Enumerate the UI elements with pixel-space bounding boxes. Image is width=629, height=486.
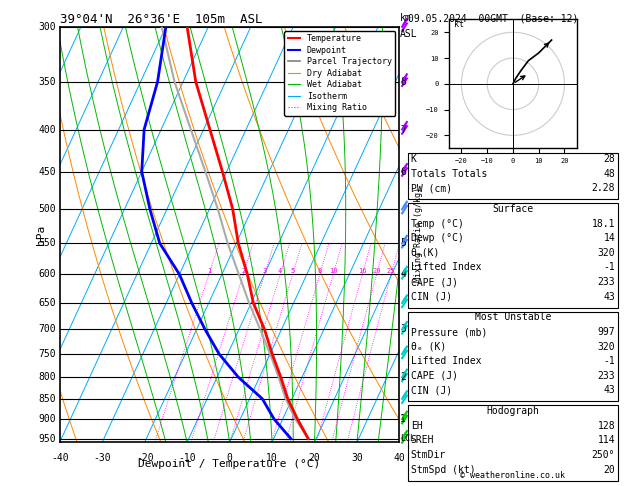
Text: hPa: hPa	[36, 225, 46, 244]
Text: K: K	[411, 154, 416, 164]
Text: 7: 7	[400, 124, 406, 135]
Text: 14: 14	[603, 233, 615, 243]
Text: 39°04'N  26°36'E  105m  ASL: 39°04'N 26°36'E 105m ASL	[60, 13, 262, 26]
Text: ASL: ASL	[400, 29, 418, 39]
Text: 16: 16	[358, 268, 367, 275]
Text: 3: 3	[262, 268, 267, 275]
Text: 250°: 250°	[592, 450, 615, 460]
Text: 1: 1	[207, 268, 211, 275]
Text: 320: 320	[598, 342, 615, 352]
Text: 997: 997	[598, 327, 615, 337]
Text: StmDir: StmDir	[411, 450, 446, 460]
Text: Pressure (mb): Pressure (mb)	[411, 327, 487, 337]
Text: 5: 5	[291, 268, 295, 275]
Text: 600: 600	[39, 269, 57, 279]
Text: 20: 20	[309, 452, 320, 463]
Text: 320: 320	[598, 248, 615, 258]
Text: -10: -10	[178, 452, 196, 463]
Text: © weatheronline.co.uk: © weatheronline.co.uk	[460, 471, 565, 480]
Text: 750: 750	[39, 349, 57, 359]
Text: 09.05.2024  00GMT  (Base: 12): 09.05.2024 00GMT (Base: 12)	[408, 13, 578, 23]
Text: km: km	[400, 13, 412, 22]
Text: Totals Totals: Totals Totals	[411, 169, 487, 179]
Text: Surface: Surface	[493, 204, 533, 214]
Text: 900: 900	[39, 414, 57, 424]
Text: 650: 650	[39, 298, 57, 308]
Text: 800: 800	[39, 372, 57, 382]
Text: 0: 0	[226, 452, 233, 463]
Text: 28: 28	[603, 154, 615, 164]
Text: 350: 350	[39, 77, 57, 87]
Text: Temp (°C): Temp (°C)	[411, 219, 464, 229]
Text: StmSpd (kt): StmSpd (kt)	[411, 465, 476, 475]
Text: -30: -30	[93, 452, 111, 463]
Text: 43: 43	[603, 385, 615, 396]
Text: 1: 1	[400, 414, 406, 424]
Text: 30: 30	[351, 452, 363, 463]
Text: -1: -1	[603, 262, 615, 273]
Text: 25: 25	[387, 268, 396, 275]
Text: 48: 48	[603, 169, 615, 179]
Text: SREH: SREH	[411, 435, 434, 446]
Text: 43: 43	[603, 292, 615, 302]
Text: 850: 850	[39, 394, 57, 404]
Text: 300: 300	[39, 22, 57, 32]
Text: CIN (J): CIN (J)	[411, 385, 452, 396]
Text: 450: 450	[39, 167, 57, 176]
Text: θₑ(K): θₑ(K)	[411, 248, 440, 258]
Text: 233: 233	[598, 371, 615, 381]
Text: Mixing Ratio (g/kg): Mixing Ratio (g/kg)	[414, 187, 423, 282]
Text: Most Unstable: Most Unstable	[475, 312, 551, 323]
Text: 3: 3	[400, 325, 406, 334]
Text: Dewp (°C): Dewp (°C)	[411, 233, 464, 243]
Text: 4: 4	[278, 268, 282, 275]
Text: CIN (J): CIN (J)	[411, 292, 452, 302]
Text: 400: 400	[39, 124, 57, 135]
Text: θₑ (K): θₑ (K)	[411, 342, 446, 352]
Text: 20: 20	[603, 465, 615, 475]
Text: 8: 8	[318, 268, 322, 275]
Text: 2: 2	[241, 268, 245, 275]
Text: EH: EH	[411, 421, 423, 431]
Text: -40: -40	[51, 452, 69, 463]
Text: PW (cm): PW (cm)	[411, 183, 452, 193]
Text: 10: 10	[329, 268, 338, 275]
Text: -1: -1	[603, 356, 615, 366]
Text: 114: 114	[598, 435, 615, 446]
Text: 40: 40	[394, 452, 405, 463]
Text: 8: 8	[400, 77, 406, 87]
Text: Lifted Index: Lifted Index	[411, 262, 481, 273]
Text: 233: 233	[598, 277, 615, 287]
Text: LCL: LCL	[400, 434, 415, 443]
Text: 550: 550	[39, 238, 57, 248]
Text: 10: 10	[266, 452, 278, 463]
Text: Hodograph: Hodograph	[486, 406, 540, 417]
Text: CAPE (J): CAPE (J)	[411, 277, 458, 287]
Text: 5: 5	[400, 238, 406, 248]
Text: 6: 6	[400, 167, 406, 176]
Text: -20: -20	[136, 452, 153, 463]
Text: 4: 4	[400, 269, 406, 279]
Text: 2: 2	[400, 372, 406, 382]
Text: kt: kt	[454, 20, 464, 29]
Text: 950: 950	[39, 434, 57, 444]
Text: 18.1: 18.1	[592, 219, 615, 229]
Text: Lifted Index: Lifted Index	[411, 356, 481, 366]
Text: 700: 700	[39, 325, 57, 334]
X-axis label: Dewpoint / Temperature (°C): Dewpoint / Temperature (°C)	[138, 459, 321, 469]
Text: CAPE (J): CAPE (J)	[411, 371, 458, 381]
Text: 128: 128	[598, 421, 615, 431]
Legend: Temperature, Dewpoint, Parcel Trajectory, Dry Adiabat, Wet Adiabat, Isotherm, Mi: Temperature, Dewpoint, Parcel Trajectory…	[284, 31, 395, 116]
Text: 20: 20	[372, 268, 381, 275]
Text: 2.28: 2.28	[592, 183, 615, 193]
Text: 500: 500	[39, 204, 57, 214]
